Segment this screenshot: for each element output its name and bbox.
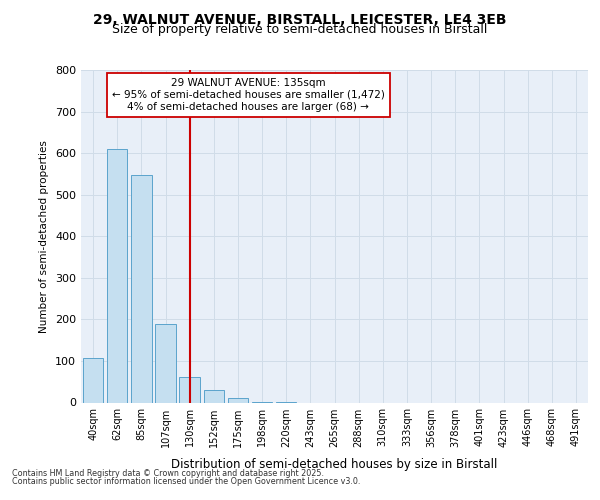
- Text: 29 WALNUT AVENUE: 135sqm
← 95% of semi-detached houses are smaller (1,472)
4% of: 29 WALNUT AVENUE: 135sqm ← 95% of semi-d…: [112, 78, 385, 112]
- X-axis label: Distribution of semi-detached houses by size in Birstall: Distribution of semi-detached houses by …: [172, 458, 497, 471]
- Y-axis label: Number of semi-detached properties: Number of semi-detached properties: [40, 140, 49, 332]
- Text: Contains public sector information licensed under the Open Government Licence v3: Contains public sector information licen…: [12, 477, 361, 486]
- Text: Size of property relative to semi-detached houses in Birstall: Size of property relative to semi-detach…: [112, 22, 488, 36]
- Bar: [131, 174, 152, 402]
- Bar: [179, 376, 200, 402]
- Bar: [227, 398, 248, 402]
- Bar: [155, 324, 176, 402]
- Text: Contains HM Land Registry data © Crown copyright and database right 2025.: Contains HM Land Registry data © Crown c…: [12, 468, 324, 477]
- Text: 29, WALNUT AVENUE, BIRSTALL, LEICESTER, LE4 3EB: 29, WALNUT AVENUE, BIRSTALL, LEICESTER, …: [93, 12, 507, 26]
- Bar: [107, 149, 127, 403]
- Bar: [203, 390, 224, 402]
- Bar: [83, 358, 103, 403]
